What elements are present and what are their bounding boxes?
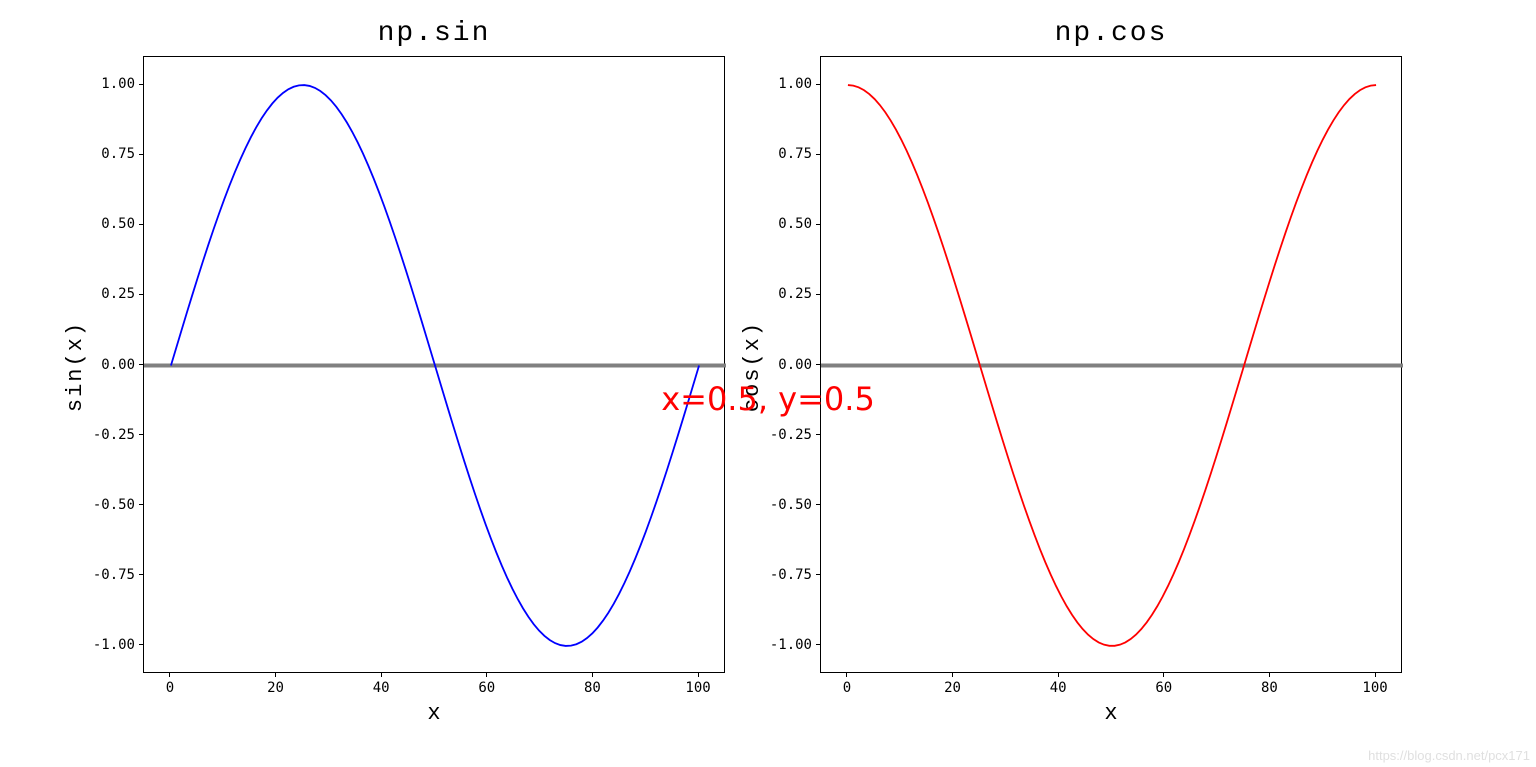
xtick-label: 60 <box>478 680 495 696</box>
ytick-label: 1.00 <box>101 76 135 92</box>
ytick-mark <box>139 294 143 295</box>
ytick-mark <box>139 84 143 85</box>
xtick-mark <box>381 673 382 677</box>
ytick-label: 0.75 <box>778 146 812 162</box>
xtick-label: 100 <box>685 680 710 696</box>
xtick-mark <box>698 673 699 677</box>
xtick-mark <box>952 673 953 677</box>
ytick-label: -0.75 <box>93 567 135 583</box>
ytick-mark <box>816 504 820 505</box>
xtick-mark <box>275 673 276 677</box>
ytick-mark <box>139 574 143 575</box>
xtick-label: 20 <box>267 680 284 696</box>
ytick-label: 0.50 <box>778 216 812 232</box>
ytick-label: -1.00 <box>93 637 135 653</box>
ytick-mark <box>816 574 820 575</box>
xtick-label: 100 <box>1362 680 1387 696</box>
subplot-right <box>820 56 1402 673</box>
ytick-mark <box>139 154 143 155</box>
title-right: np.cos <box>820 18 1402 49</box>
xtick-label: 80 <box>584 680 601 696</box>
ytick-mark <box>139 434 143 435</box>
xtick-label: 80 <box>1261 680 1278 696</box>
xtick-mark <box>1375 673 1376 677</box>
xtick-mark <box>846 673 847 677</box>
figtext-annotation: x=0.5, y=0.5 <box>661 380 875 418</box>
ytick-label: 0.50 <box>101 216 135 232</box>
xtick-label: 0 <box>843 680 851 696</box>
figure: np.sin x sin(x) 0 20 40 60 80 100 -1.00 -0.75 -0.50… <box>0 0 1536 767</box>
ytick-mark <box>816 224 820 225</box>
xtick-mark <box>1163 673 1164 677</box>
xlabel-left: x <box>143 701 725 726</box>
xlabel-right: x <box>820 701 1402 726</box>
xtick-mark <box>1269 673 1270 677</box>
xtick-label: 40 <box>373 680 390 696</box>
subplot-left <box>143 56 725 673</box>
xtick-label: 0 <box>166 680 174 696</box>
xtick-label: 20 <box>944 680 961 696</box>
xtick-mark <box>592 673 593 677</box>
ytick-label: 0.00 <box>101 357 135 373</box>
xtick-mark <box>169 673 170 677</box>
xtick-mark <box>1058 673 1059 677</box>
ytick-mark <box>139 364 143 365</box>
plot-svg-right <box>821 57 1403 674</box>
ytick-label: -0.75 <box>770 567 812 583</box>
xtick-label: 40 <box>1050 680 1067 696</box>
ytick-mark <box>139 644 143 645</box>
ytick-mark <box>816 644 820 645</box>
ytick-mark <box>816 434 820 435</box>
ytick-label: -0.50 <box>93 497 135 513</box>
plot-svg-left <box>144 57 726 674</box>
xtick-label: 60 <box>1155 680 1172 696</box>
title-left: np.sin <box>143 18 725 49</box>
ytick-label: 0.25 <box>778 286 812 302</box>
ytick-mark <box>139 224 143 225</box>
xtick-mark <box>486 673 487 677</box>
ytick-label: -0.50 <box>770 497 812 513</box>
ylabel-left: sin(x) <box>63 58 88 675</box>
ytick-label: 0.75 <box>101 146 135 162</box>
ytick-mark <box>816 364 820 365</box>
ylabel-right: cos(x) <box>740 58 765 675</box>
ytick-label: -1.00 <box>770 637 812 653</box>
ytick-mark <box>816 84 820 85</box>
ytick-label: 0.00 <box>778 357 812 373</box>
ytick-label: -0.25 <box>93 427 135 443</box>
ytick-mark <box>139 504 143 505</box>
ytick-label: 1.00 <box>778 76 812 92</box>
ytick-mark <box>816 154 820 155</box>
ytick-label: 0.25 <box>101 286 135 302</box>
watermark-text: https://blog.csdn.net/pcx171 <box>1368 748 1530 763</box>
ytick-label: -0.25 <box>770 427 812 443</box>
ytick-mark <box>816 294 820 295</box>
